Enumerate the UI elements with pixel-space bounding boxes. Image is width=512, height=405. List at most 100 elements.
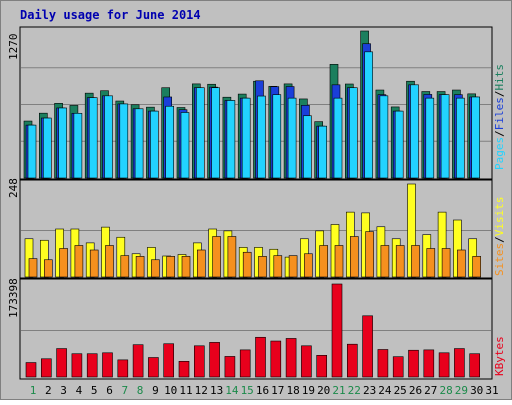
top-ymax-label: 1270 <box>7 34 20 61</box>
x-label-day-17: 17 <box>271 384 284 397</box>
pages-bar-day-16 <box>257 95 266 179</box>
x-label-day-25: 25 <box>394 384 407 397</box>
pages-bar-day-13 <box>211 87 220 179</box>
x-label-day-20: 20 <box>317 384 330 397</box>
sites-bar-day-3 <box>59 248 68 278</box>
sites-bar-day-17 <box>273 255 283 278</box>
kbytes-bar-day-14 <box>224 356 236 378</box>
pages-bar-day-6 <box>104 95 113 179</box>
pages-bar-day-4 <box>73 112 83 179</box>
pages-bar-day-12 <box>196 87 205 179</box>
sites-bar-day-14 <box>227 236 237 278</box>
kbytes-bar-day-10 <box>163 343 174 378</box>
kbytes-bar-day-15 <box>239 349 251 378</box>
kbytes-bar-day-21 <box>331 283 343 378</box>
sites-bar-day-19 <box>304 253 313 278</box>
legend-sep-1: / <box>493 130 506 137</box>
kbytes-bar-day-1 <box>25 362 37 378</box>
kbytes-bar-day-17 <box>270 340 282 378</box>
x-label-day-2: 2 <box>45 384 52 397</box>
pages-bar-day-10 <box>165 105 174 179</box>
pages-bar-day-1 <box>27 124 37 179</box>
sites-bar-day-20 <box>319 245 329 278</box>
pages-bar-day-28 <box>440 94 450 179</box>
x-label-day-18: 18 <box>286 384 299 397</box>
pages-bar-day-23 <box>364 51 373 179</box>
sites-bar-day-10 <box>166 256 175 278</box>
sites-bar-day-25 <box>395 245 405 278</box>
x-label-day-15: 15 <box>241 384 254 397</box>
kbytes-bar-day-20 <box>316 354 328 378</box>
pages-bar-day-14 <box>226 100 236 179</box>
sites-bar-day-2 <box>43 259 53 278</box>
pages-bar-day-24 <box>379 95 389 179</box>
x-label-day-23: 23 <box>363 384 376 397</box>
pages-bar-day-17 <box>272 94 282 179</box>
bars <box>23 30 482 378</box>
x-label-day-22: 22 <box>348 384 361 397</box>
x-label-day-11: 11 <box>179 384 192 397</box>
pages-bar-day-20 <box>318 125 328 179</box>
sites-bar-day-21 <box>334 245 344 278</box>
x-label-day-1: 1 <box>30 384 37 397</box>
pages-bar-day-29 <box>456 97 465 179</box>
pages-bar-day-19 <box>303 115 312 179</box>
pages-bar-day-8 <box>134 108 144 179</box>
sites-bar-day-29 <box>457 249 466 278</box>
kbytes-bar-day-12 <box>194 345 205 378</box>
x-label-day-31: 31 <box>485 384 498 397</box>
sites-bar-day-11 <box>181 256 191 278</box>
sites-bar-day-7 <box>120 255 130 278</box>
x-label-day-5: 5 <box>91 384 98 397</box>
sites-bar-day-24 <box>380 245 390 278</box>
top-legend: Pages/Files/Hits <box>493 64 506 170</box>
sites-bar-day-12 <box>197 249 206 278</box>
legend-sep-3: / <box>493 236 506 243</box>
pages-bar-day-15 <box>241 97 251 179</box>
kbytes-bar-day-2 <box>40 358 52 378</box>
legend-files: Files <box>493 97 506 130</box>
legend-hits: Hits <box>493 64 506 91</box>
x-label-day-3: 3 <box>60 384 67 397</box>
chart-title: Daily usage for June 2014 <box>20 8 201 22</box>
kbytes-bar-day-7 <box>117 359 129 378</box>
x-label-day-26: 26 <box>409 384 422 397</box>
kbytes-bar-day-13 <box>209 342 220 378</box>
x-label-day-27: 27 <box>424 384 437 397</box>
kbytes-bar-day-22 <box>346 343 358 378</box>
pages-bar-day-2 <box>42 117 52 179</box>
kbytes-bar-day-30 <box>469 353 481 378</box>
x-label-day-30: 30 <box>470 384 483 397</box>
kbytes-bar-day-16 <box>255 336 266 378</box>
kbytes-bar-day-26 <box>408 349 419 378</box>
kbytes-bar-day-6 <box>102 352 113 378</box>
x-label-day-21: 21 <box>332 384 345 397</box>
sites-bar-day-9 <box>151 259 160 278</box>
kbytes-bar-day-18 <box>285 338 297 378</box>
sites-bar-day-28 <box>441 248 451 278</box>
kbytes-bar-day-24 <box>377 349 389 378</box>
sites-bar-day-27 <box>426 248 436 278</box>
kbytes-bar-day-29 <box>454 348 465 378</box>
x-label-day-29: 29 <box>455 384 468 397</box>
x-label-day-7: 7 <box>121 384 128 397</box>
kbytes-bar-day-11 <box>178 361 190 378</box>
kbytes-bar-day-4 <box>71 353 83 378</box>
pages-bar-day-26 <box>410 84 419 179</box>
kbytes-bar-day-8 <box>132 344 144 378</box>
sites-bar-day-4 <box>74 245 84 278</box>
x-label-day-28: 28 <box>439 384 452 397</box>
x-label-day-8: 8 <box>137 384 144 397</box>
kbytes-bar-day-9 <box>148 357 159 378</box>
legend-visits: Visits <box>493 197 506 237</box>
pages-bar-day-9 <box>150 110 159 179</box>
x-label-day-4: 4 <box>76 384 83 397</box>
pages-bar-day-3 <box>58 107 67 179</box>
legend-sites: Sites <box>493 243 506 276</box>
pages-bar-day-25 <box>394 110 404 179</box>
x-label-day-14: 14 <box>225 384 239 397</box>
sites-bar-day-22 <box>349 236 359 278</box>
sites-bar-day-18 <box>288 255 298 278</box>
